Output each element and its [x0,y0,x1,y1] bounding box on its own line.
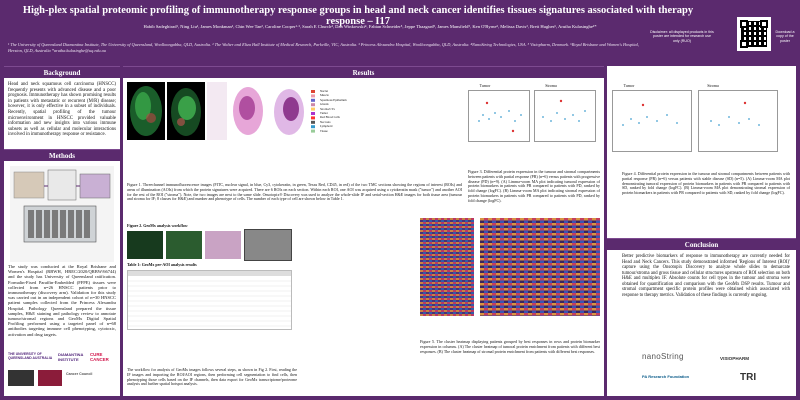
figure2-caption: The workflow for analysis of GeoMx image… [127,367,297,387]
methods-text: The study was conducted at the Royal Bri… [8,264,116,337]
pa-foundation-logo: PA Research Foundation [642,374,690,379]
cure-cancer-logo: CURE CANCER [90,352,109,362]
class-legend [311,90,320,134]
conclusion-text: Better predictive biomarkers of response… [622,254,790,298]
workflow-step-1-image [127,231,163,259]
visiopharm-logo: VISIOPHARM [720,356,750,361]
workflow-step-3-image [205,231,241,259]
results-table [127,270,292,330]
if-image-1 [127,82,165,140]
ma-plot-tumor-pr-pd [468,90,530,142]
tumor-panel-label-fig4: Tumor [623,83,635,88]
methods-heading: Methods [4,149,120,161]
methods-workflow-image [10,166,114,262]
background-text: Head and neck squamous cell carcinoma (H… [8,82,116,138]
partner-logo [8,370,34,386]
figure2-label: Figure 2. GeoMx analysis workflow [127,223,188,228]
disclaimer-note: Disclaimer: all displayed products in th… [650,30,714,43]
results-heading: Results [123,66,604,78]
tumor-panel-label: Tumor [479,83,491,88]
legend-labels: Nuclei Muscle Squamous Epithelium Glands St… [320,89,347,133]
heatmap-tumor [420,218,474,316]
workflow-step-2-image [166,231,202,259]
ma-plot-stroma-pr-pd [534,90,596,142]
tri-logo: TRI [740,372,757,383]
ma-plot-tumor-pr-sd [612,90,692,152]
nanostring-logo: nanoString [642,352,684,361]
poster-title: High-plex spatial proteomic profiling of… [22,5,694,27]
qr-code-icon[interactable] [737,17,771,51]
download-note: Download a copy of the poster [775,30,795,43]
figure1-caption: Figure 1. Threechannel immunofluorescenc… [127,182,462,202]
ma-plot-stroma-pr-sd [698,90,778,152]
workflow-step-4-image [244,229,292,261]
stroma-panel-label-fig4: Stroma [707,83,719,88]
background-heading: Background [4,66,120,78]
diamantina-logo: DIAMANTINA INSTITUTE [58,352,84,362]
conclusion-heading: Conclusion [607,238,796,250]
he-image-thin [207,82,227,140]
affiliations: ¹ The University of Queensland Diamantin… [8,42,639,53]
author-list: Habib Sadeghirad¹, Ning Liu¹, James Monk… [143,24,597,29]
cancer-council-logo: Cancer Council [66,372,93,376]
poster-header: High-plex spatial proteomic profiling of… [0,0,800,64]
partner-logo [38,370,62,386]
figure4-caption: Figure 4. Differential protein expressio… [622,171,790,196]
uq-logo: THE UNIVERSITY OF QUEENSLAND AUSTRALIA [8,352,53,360]
he-image-1 [229,82,267,140]
he-image-2 [269,82,309,140]
heatmap-stroma [480,218,600,316]
stroma-panel-label: Stroma [545,83,557,88]
table1-label: Table 1: GeoMx per-AOI analysis results [127,262,197,267]
if-image-2 [167,82,205,140]
figure5-caption: Figure 5. The cluster heatmap displaying… [420,339,600,354]
figure3-caption: Figure 3. Differential protein expressio… [468,169,600,203]
